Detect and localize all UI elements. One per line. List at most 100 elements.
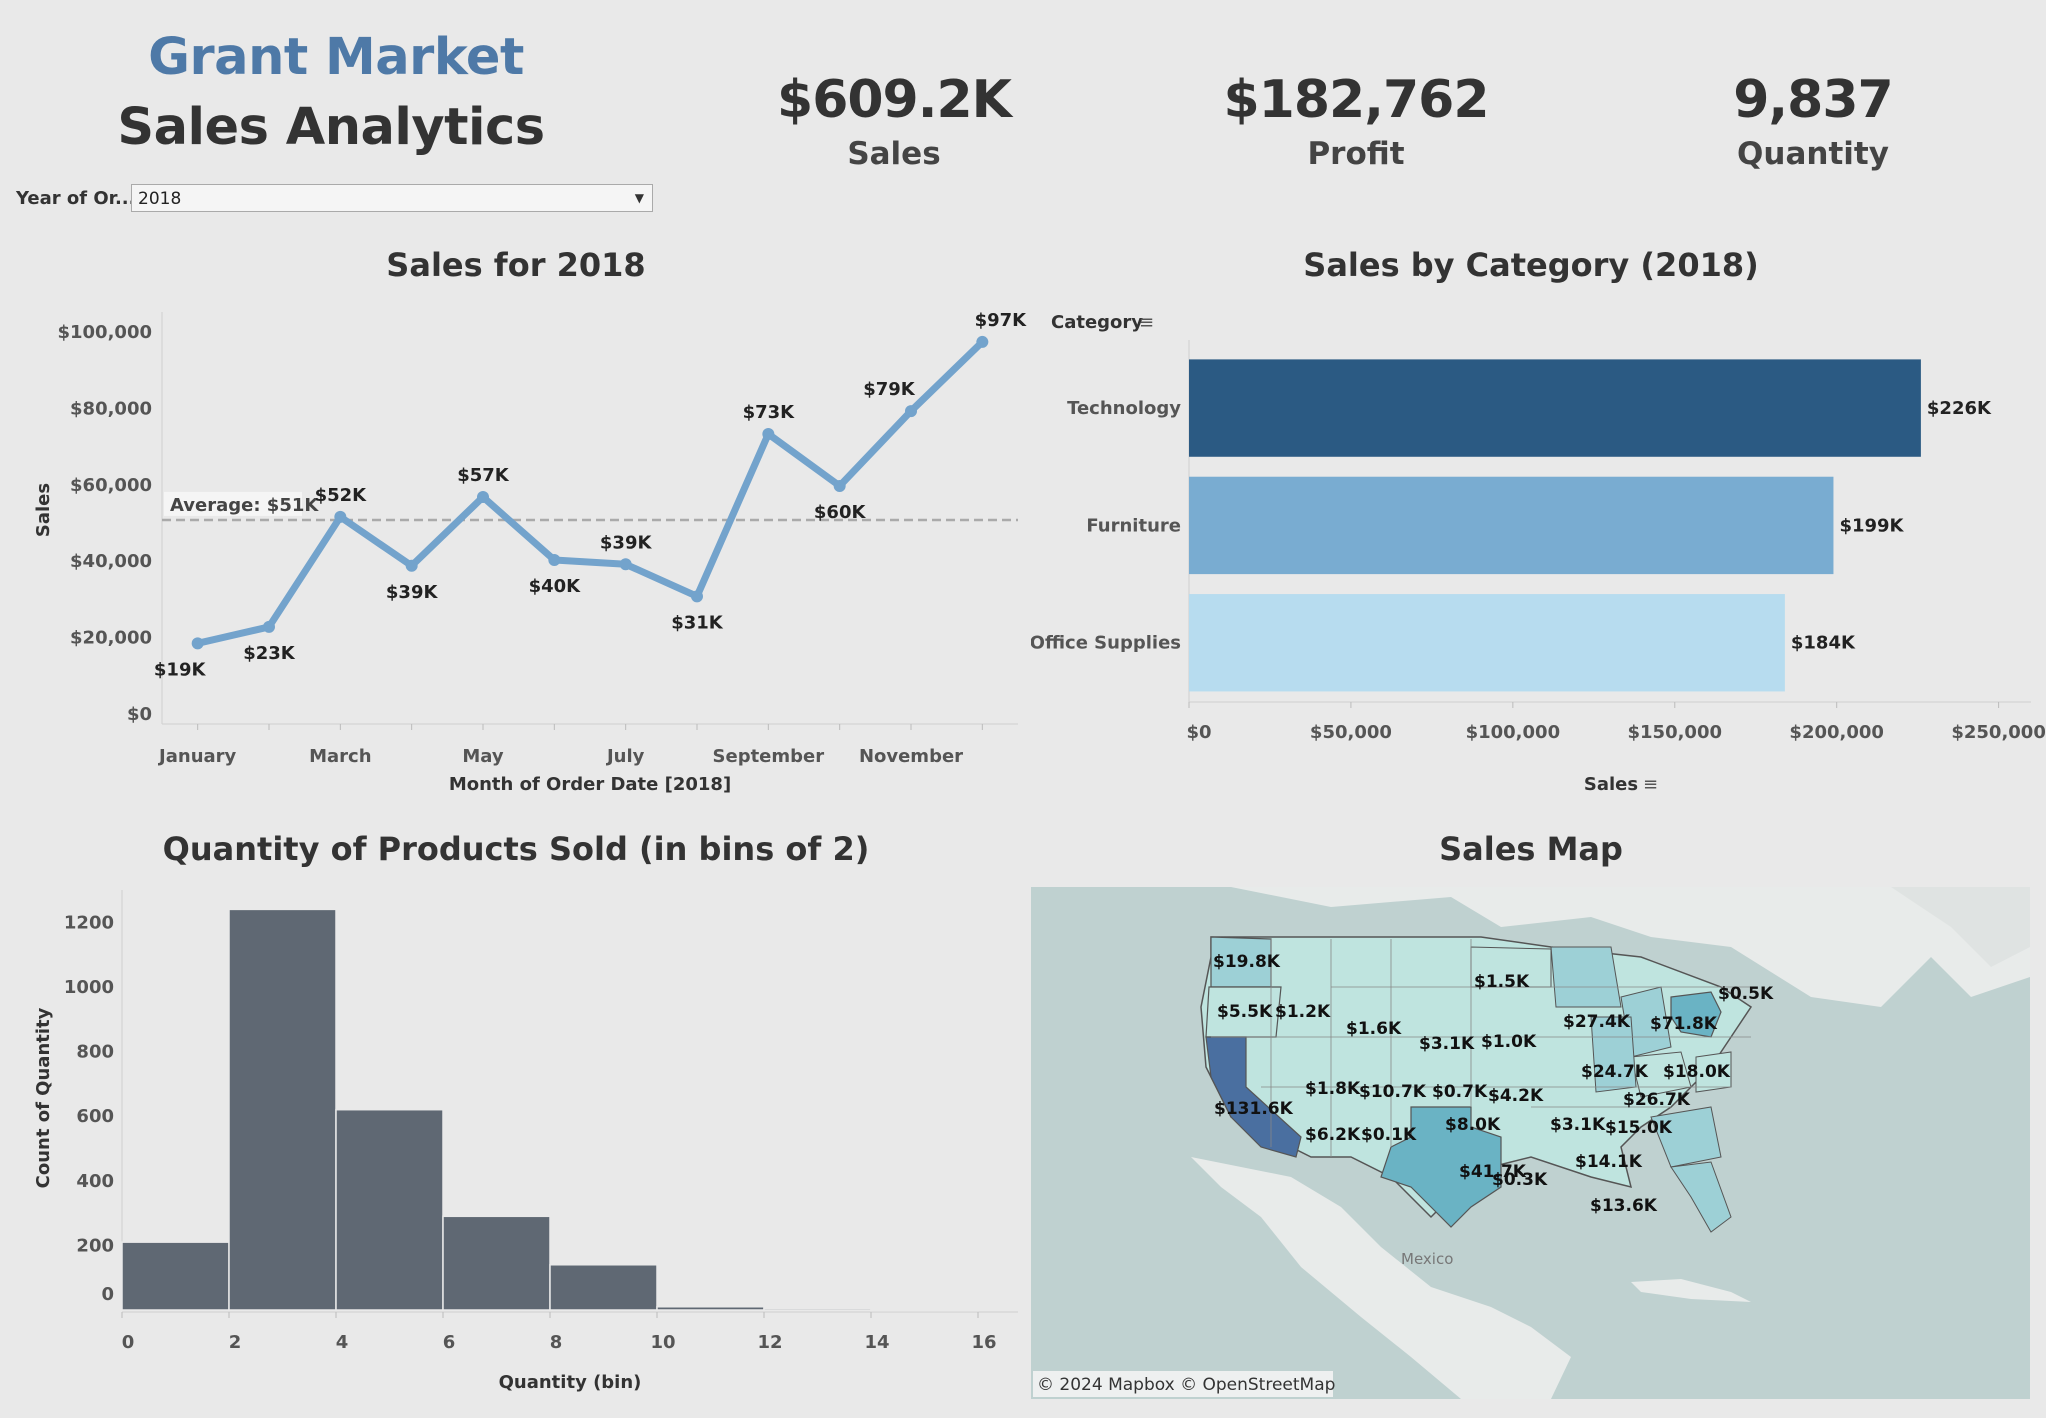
line-y-tick-label: $20,000	[70, 628, 152, 649]
map-state-sales-label: $0.7K	[1432, 1082, 1488, 1102]
line-chart-title: Sales for 2018	[386, 246, 646, 284]
sales-data-point[interactable]	[334, 510, 347, 523]
hist-y-axis-title: Count of Quantity	[33, 1007, 54, 1188]
state-minnesota[interactable]	[1550, 946, 1622, 1008]
sales-point-label: $19K	[154, 659, 207, 680]
hist-x-tick-label: 14	[864, 1332, 889, 1353]
sales-line-chart[interactable]: Average: $51K $19K $23K $52K $39K $57K $40K $3…	[0, 290, 1030, 810]
map-state-sales-label: $41.7K	[1459, 1162, 1527, 1182]
year-filter-label: Year of Or...	[16, 188, 136, 209]
histogram-bar[interactable]	[442, 1215, 551, 1311]
histogram-bar[interactable]	[335, 1108, 444, 1311]
state-florida[interactable]	[1670, 1161, 1732, 1233]
state-georgia[interactable]	[1650, 1106, 1722, 1168]
histogram-bar[interactable]	[763, 1307, 872, 1311]
sales-data-point[interactable]	[762, 427, 775, 440]
category-value-label: $184K	[1791, 633, 1856, 654]
canada-landmass	[1141, 887, 2030, 1007]
map-state-sales-label: $1.0K	[1481, 1032, 1537, 1052]
hist-y-tick-label: 1000	[64, 977, 114, 998]
sales-data-point[interactable]	[405, 559, 418, 572]
map-attribution[interactable]: © 2024 Mapbox © OpenStreetMap	[1037, 1375, 1335, 1395]
hist-x-tick-label: 4	[336, 1332, 349, 1353]
state-california[interactable]	[1205, 1036, 1302, 1158]
category-label: Office Supplies	[1031, 633, 1181, 654]
line-y-axis-title: Sales	[33, 483, 54, 537]
sales-point-label: $39K	[386, 582, 439, 603]
quantity-histogram[interactable]: 0 200 400 600 800 1000 1200 0 2 4 6 8 10 12 14 16 Quanti…	[0, 870, 1030, 1410]
map-state-sales-label: $24.7K	[1581, 1062, 1649, 1082]
bar-x-tick-label: $250,000	[1951, 722, 2046, 743]
bar-x-axis-title: Sales	[1584, 774, 1638, 795]
line-x-axis-title: Month of Order Date [2018]	[449, 774, 731, 795]
sales-map-canvas[interactable]: $19.8K $5.5K $1.2K $1.6K $1.5K $0.5K $27.4K $71…	[1031, 887, 2030, 1399]
average-label-background	[164, 491, 302, 516]
category-bar[interactable]	[1189, 594, 1785, 692]
line-x-tick-label: September	[713, 746, 825, 767]
year-filter-dropdown[interactable]: 2018 ▼	[131, 184, 653, 212]
category-bar[interactable]	[1189, 359, 1921, 457]
map-state-sales-label: $18.0K	[1663, 1062, 1731, 1082]
line-y-tick-label: $60,000	[70, 475, 152, 496]
map-state-sales-label: $3.1K	[1550, 1115, 1606, 1135]
dropdown-arrow-icon[interactable]: ▼	[634, 191, 644, 205]
hist-x-axis-title: Quantity (bin)	[499, 1372, 642, 1393]
kpi-quantity-label: Quantity	[1737, 136, 1889, 172]
sales-data-point[interactable]	[548, 554, 561, 567]
sales-data-point[interactable]	[477, 491, 489, 504]
map-attribution-box	[1033, 1371, 1333, 1397]
line-y-tick-label: $80,000	[70, 398, 152, 419]
map-state-sales-label: $0.1K	[1361, 1125, 1417, 1145]
map-state-sales-label: $71.8K	[1650, 1014, 1718, 1034]
sales-sort-icon: ≡	[1643, 774, 1658, 795]
hist-x-tick-label: 16	[971, 1332, 996, 1353]
sales-data-point[interactable]	[191, 637, 204, 650]
kpi-sales-value: $609.2K	[777, 70, 1012, 130]
sales-data-point[interactable]	[833, 479, 846, 492]
hist-y-tick-label: 200	[76, 1235, 114, 1256]
kpi-profit-value: $182,762	[1223, 70, 1489, 130]
map-state-sales-label: $1.2K	[1275, 1002, 1331, 1022]
sales-map[interactable]: $19.8K $5.5K $1.2K $1.6K $1.5K $0.5K $27.4K $71…	[1031, 887, 2030, 1399]
category-label: Technology	[1067, 398, 1181, 419]
kpi-sales-label: Sales	[847, 136, 941, 172]
histogram-title: Quantity of Products Sold (in bins of 2)	[162, 830, 870, 868]
map-state-sales-label: $26.7K	[1623, 1090, 1691, 1110]
category-axis-title: Category	[1051, 312, 1143, 333]
sales-point-label: $31K	[671, 612, 724, 633]
year-filter-value: 2018	[138, 189, 182, 209]
histogram-bar[interactable]	[228, 908, 337, 1311]
sales-data-point[interactable]	[619, 558, 632, 571]
histogram-bar[interactable]	[121, 1241, 230, 1311]
hist-y-tick-label: 400	[76, 1171, 114, 1192]
map-state-sales-label: $14.1K	[1575, 1152, 1643, 1172]
sales-data-point[interactable]	[691, 590, 703, 603]
sales-data-point[interactable]	[263, 620, 275, 633]
map-state-sales-label: $6.2K	[1305, 1125, 1361, 1145]
line-y-tick-label: $100,000	[57, 322, 152, 343]
sales-point-label: $60K	[814, 502, 867, 523]
category-bar-chart[interactable]: Category≡$0 $50,000 $100,000 $150,000 $200,0…	[1031, 290, 2046, 810]
sales-point-label: $73K	[743, 402, 796, 423]
bar-x-tick-label: $100,000	[1466, 722, 1561, 743]
sales-point-label: $57K	[457, 465, 510, 486]
map-state-sales-label: $1.5K	[1474, 972, 1530, 992]
line-x-tick-label: January	[157, 746, 236, 767]
map-state-sales-label: $0.5K	[1718, 984, 1774, 1004]
sales-point-label: $23K	[243, 643, 296, 664]
sales-data-point[interactable]	[976, 335, 989, 348]
dashboard-title: Sales Analytics	[117, 98, 545, 157]
category-value-label: $226K	[1927, 398, 1992, 419]
category-bar[interactable]	[1189, 476, 1834, 575]
histogram-bar[interactable]	[870, 1308, 979, 1312]
line-x-tick-label: November	[859, 746, 963, 767]
map-state-sales-label: $8.0K	[1445, 1115, 1501, 1135]
mexico-landmass	[1191, 1157, 1571, 1399]
sales-line-series	[194, 338, 986, 647]
histogram-bar[interactable]	[549, 1264, 658, 1311]
bar-x-tick-label: $200,000	[1789, 722, 1884, 743]
sales-data-point[interactable]	[905, 405, 917, 418]
histogram-bar[interactable]	[656, 1306, 765, 1311]
category-sort-icon: ≡	[1139, 312, 1154, 333]
hist-x-tick-label: 0	[122, 1332, 135, 1353]
